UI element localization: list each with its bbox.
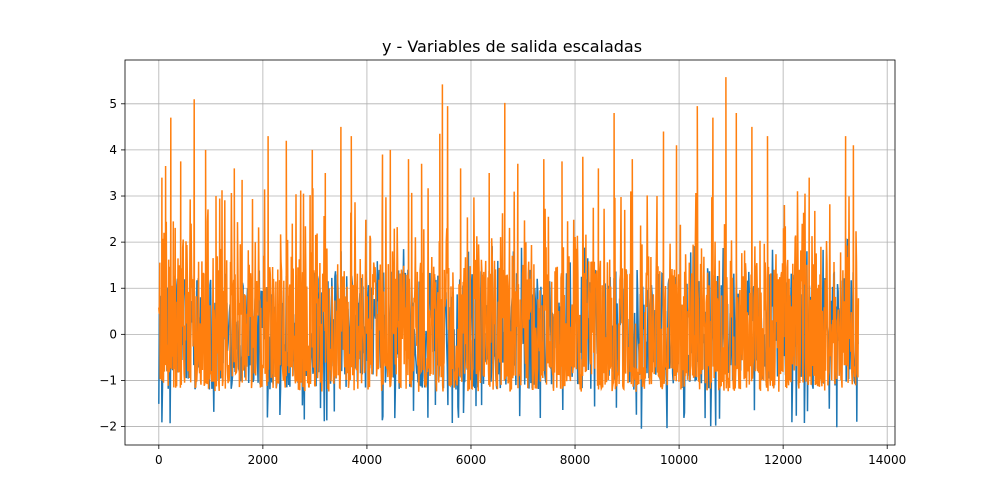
x-tick-label: 14000 [868, 453, 906, 467]
y-tick-label: −2 [99, 420, 117, 434]
y-tick-label: 0 [109, 327, 117, 341]
axes-frame [124, 59, 896, 446]
x-tick-label: 10000 [660, 453, 698, 467]
x-tick-label: 8000 [560, 453, 591, 467]
y-tick-label: −1 [99, 373, 117, 387]
x-tick-label: 0 [155, 453, 163, 467]
chart-title: y - Variables de salida escaladas [382, 37, 642, 56]
ticks: 0 2000 4000 6000 8000 10000 12000 14000 −2 −1 0 1 2 3… [99, 97, 906, 467]
y-tick-label: 4 [109, 143, 117, 157]
series-layer [158, 77, 860, 429]
series-2-line [158, 77, 860, 392]
y-tick-label: 3 [109, 189, 117, 203]
y-tick-label: 5 [109, 97, 117, 111]
x-tick-label: 2000 [248, 453, 279, 467]
x-tick-label: 4000 [352, 453, 383, 467]
x-tick-label: 12000 [764, 453, 802, 467]
x-tick-label: 6000 [456, 453, 487, 467]
y-tick-label: 2 [109, 235, 117, 249]
y-tick-label: 1 [109, 281, 117, 295]
